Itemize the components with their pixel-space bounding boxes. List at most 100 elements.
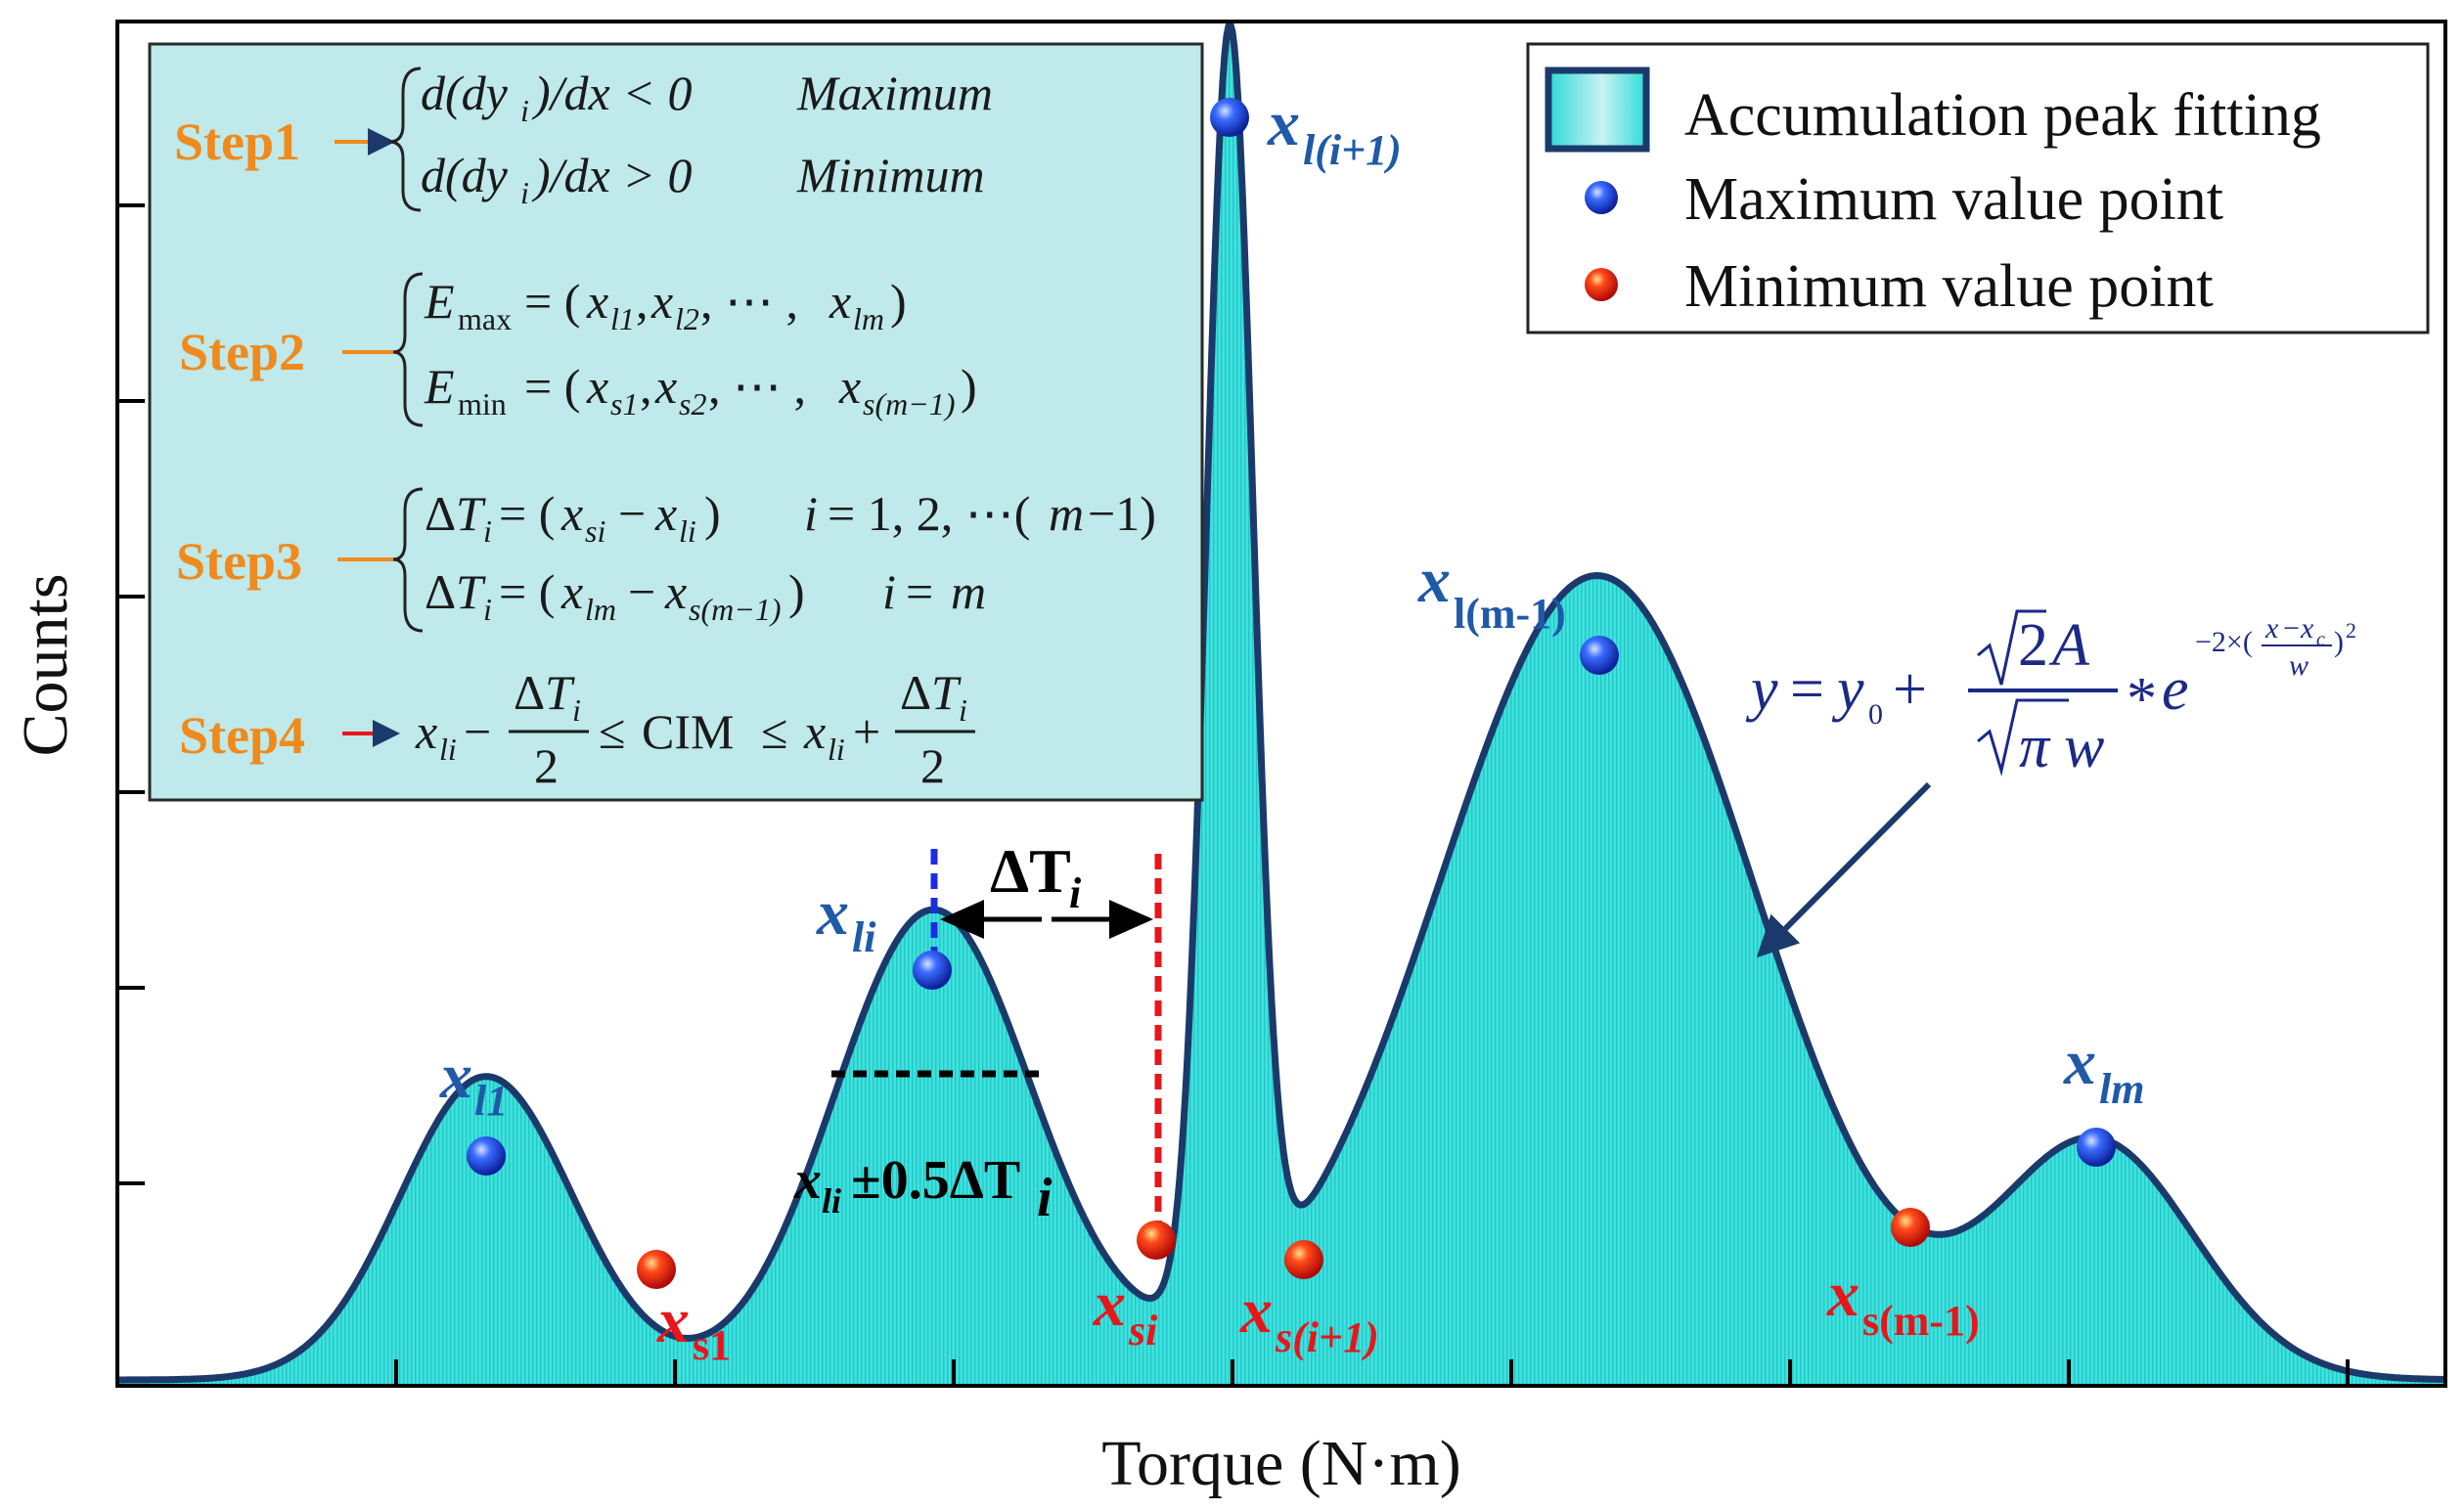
svg-text:ΔT: ΔT <box>990 836 1071 906</box>
svg-text:x: x <box>560 486 583 541</box>
svg-text:T: T <box>931 665 962 720</box>
min-point-s1 <box>637 1250 676 1289</box>
step2-eq-max: E max = ( x l1 , x l2 , ⋯ , x lm ) <box>424 274 907 336</box>
min-point-s-m-minus-1 <box>1891 1208 1930 1247</box>
legend-fit-label: Accumulation peak fitting <box>1684 82 2321 149</box>
label-x-s1: x s1 <box>656 1285 731 1369</box>
svg-text:m: m <box>1049 486 1084 541</box>
gaussian-formula: y = y 0 + 2 A π w * e −2×( x − x c w ) 2 <box>1745 609 2356 780</box>
svg-text:,: , <box>636 274 649 329</box>
legend-min-label: Minimum value point <box>1684 253 2214 320</box>
svg-text:= (: = ( <box>499 486 555 541</box>
svg-text:si: si <box>1128 1307 1158 1355</box>
svg-text:E: E <box>424 359 455 414</box>
step1-brace <box>388 67 422 212</box>
step1-eq-min: d(dy i )/dx > 0 <box>421 148 692 210</box>
half-width-label: x li ±0.5ΔT i <box>793 1150 1053 1228</box>
label-x-lm: x lm <box>2063 1027 2144 1113</box>
step2-label: Step2 <box>179 323 305 381</box>
svg-text:x: x <box>1417 545 1451 616</box>
step1-max-tag: Maximum <box>796 66 993 120</box>
svg-text:c: c <box>2316 629 2325 650</box>
y-axis-ticks <box>117 203 145 1185</box>
svg-text:x: x <box>2300 612 2314 644</box>
svg-text:−: − <box>628 564 655 619</box>
label-x-l-i-plus-1: x l(i+1) <box>1267 88 1402 174</box>
svg-text:s(m−1): s(m−1) <box>689 592 781 627</box>
step3-brace <box>392 487 424 633</box>
svg-text:li: li <box>679 513 696 549</box>
svg-text:i: i <box>1069 869 1082 917</box>
max-point-l-m-minus-1 <box>1580 636 1619 675</box>
svg-text:=: = <box>906 564 933 619</box>
max-point-l1 <box>467 1136 506 1176</box>
step1-label: Step1 <box>174 112 300 171</box>
svg-text:i: i <box>483 592 492 627</box>
step3-eq-2: Δ T i = ( x lm − x s(m−1) ) i = m <box>425 564 986 627</box>
svg-text:Δ: Δ <box>425 564 456 619</box>
svg-text:≤: ≤ <box>761 704 787 759</box>
steps-box-background <box>148 42 1204 802</box>
label-x-l1: x l1 <box>439 1041 508 1125</box>
svg-text:−1): −1) <box>1088 486 1156 541</box>
svg-text:T: T <box>456 564 486 619</box>
step4-cim: CIM <box>642 704 734 759</box>
svg-text:s(i+1): s(i+1) <box>1275 1313 1379 1361</box>
svg-text:s(m-1): s(m-1) <box>1862 1297 1980 1345</box>
steps-box: Step1 d(dy i )/dx < 0 Maximum d(dy i )/d… <box>148 42 1204 802</box>
svg-text:w: w <box>2064 714 2104 780</box>
svg-text:s1: s1 <box>610 386 638 422</box>
svg-text:x: x <box>793 1150 822 1211</box>
svg-text:x: x <box>816 877 849 949</box>
svg-text:2: 2 <box>920 738 945 793</box>
svg-text:lm: lm <box>585 592 616 627</box>
svg-text:= 1, 2, ⋯(: = 1, 2, ⋯( <box>828 486 1030 541</box>
svg-text:i: i <box>882 564 896 619</box>
plot-frame <box>115 20 2447 1388</box>
legend-max-label: Maximum value point <box>1684 166 2223 233</box>
svg-text:l(i+1): l(i+1) <box>1303 126 1402 174</box>
svg-text:x: x <box>1093 1268 1126 1340</box>
step2-eq-min: E min = ( x s1 , x s2 , ⋯ , x s(m−1) ) <box>424 359 977 422</box>
legend-box <box>1526 42 2430 334</box>
peak-fitting-curve <box>117 21 2445 1384</box>
legend-min-marker <box>1585 268 1618 301</box>
svg-text:d(dy: d(dy <box>421 66 509 120</box>
svg-text:x: x <box>2264 612 2279 644</box>
svg-text:A: A <box>2048 612 2090 679</box>
svg-text:= (: = ( <box>499 564 555 619</box>
svg-text:+: + <box>1893 656 1927 723</box>
svg-text:l1: l1 <box>474 1077 508 1125</box>
step3-eq-1: Δ T i = ( x si − x li ) i = 1, 2, ⋯( m −… <box>425 486 1156 549</box>
svg-text:i: i <box>483 513 492 549</box>
formula-pointer-arrow <box>1756 781 1932 958</box>
maximum-markers <box>467 98 2116 1176</box>
max-point-lm <box>2077 1128 2116 1167</box>
svg-text:T: T <box>545 665 575 720</box>
step4-label: Step4 <box>179 706 305 765</box>
svg-text:li: li <box>439 732 457 767</box>
legend: Accumulation peak fitting Maximum value … <box>1526 42 2430 334</box>
svg-text:−2×(: −2×( <box>2195 626 2253 658</box>
label-x-s-i-plus-1: x s(i+1) <box>1239 1275 1379 1361</box>
svg-text:m: m <box>951 564 986 619</box>
min-point-s-i-plus-1 <box>1284 1240 1323 1279</box>
min-point-si <box>1137 1221 1176 1260</box>
svg-text:x: x <box>560 564 583 619</box>
svg-text:= (: = ( <box>524 359 580 414</box>
svg-text:, ⋯ ,: , ⋯ , <box>700 274 798 329</box>
svg-text:): ) <box>890 274 907 329</box>
svg-text:): ) <box>2334 626 2344 658</box>
svg-text:x: x <box>664 564 687 619</box>
svg-text:l(m-1): l(m-1) <box>1454 590 1566 638</box>
svg-text:): ) <box>788 564 805 619</box>
svg-text:x: x <box>1267 88 1300 159</box>
svg-text:x: x <box>654 359 677 414</box>
svg-text:i: i <box>520 93 529 128</box>
legend-max-marker <box>1585 181 1618 214</box>
step1-min-tag: Minimum <box>796 148 985 202</box>
svg-text:,: , <box>640 359 652 414</box>
svg-text:−: − <box>464 704 491 759</box>
svg-text:±0.5ΔT: ±0.5ΔT <box>851 1150 1020 1211</box>
svg-text:si: si <box>585 513 605 549</box>
